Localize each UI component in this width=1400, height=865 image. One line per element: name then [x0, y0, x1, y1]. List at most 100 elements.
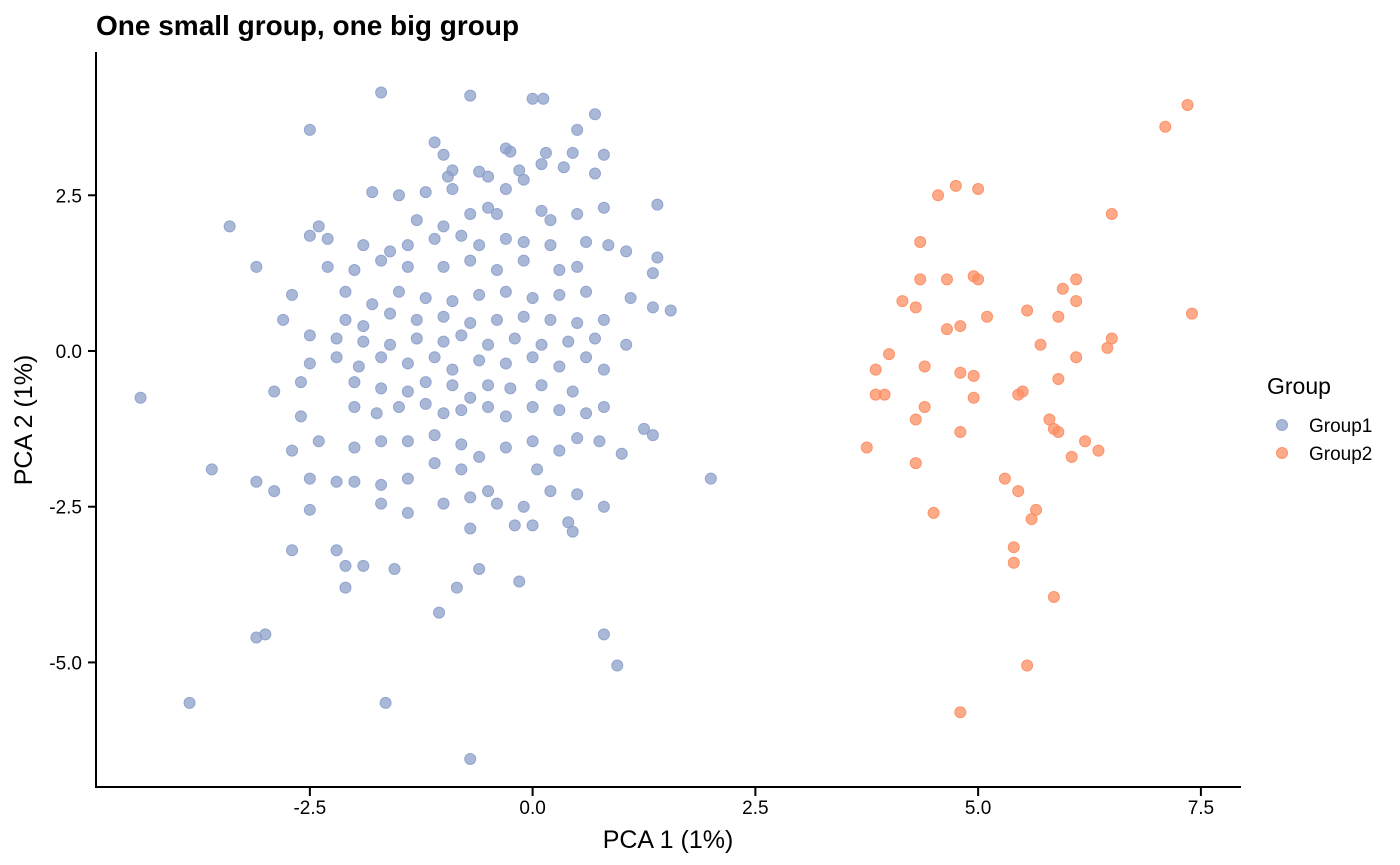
group1-point: [646, 267, 659, 280]
group2-point: [1185, 307, 1198, 320]
group1-point: [571, 432, 584, 445]
group1-point: [401, 472, 414, 485]
group1-point: [268, 385, 281, 398]
group1-point: [580, 235, 593, 248]
group1-point: [624, 292, 637, 305]
group1-point: [183, 696, 196, 709]
group1-point: [464, 522, 477, 535]
group1-point: [544, 214, 557, 227]
group1-point: [437, 407, 450, 420]
group1-point: [553, 404, 566, 417]
group1-point: [611, 659, 624, 672]
group1-point: [651, 251, 664, 264]
group1-point: [620, 245, 633, 258]
group1-point: [370, 407, 383, 420]
group1-point: [294, 410, 307, 423]
group1-point: [410, 332, 423, 345]
group1-point: [286, 288, 299, 301]
group2-point: [954, 320, 967, 333]
group1-point: [508, 519, 521, 532]
group1-point: [526, 401, 539, 414]
group1-point: [517, 500, 530, 513]
group2-point: [1052, 373, 1065, 386]
group1-point: [473, 288, 486, 301]
group1-point: [482, 379, 495, 392]
group1-point: [499, 441, 512, 454]
group1-point: [375, 254, 388, 267]
x-tick-label: 2.5: [742, 798, 768, 819]
group2-point: [972, 183, 985, 196]
group1-point: [433, 606, 446, 619]
group1-point: [473, 165, 486, 178]
group1-point: [526, 519, 539, 532]
group1-point: [464, 207, 477, 220]
group1-point: [597, 363, 610, 376]
group1-point: [513, 575, 526, 588]
group1-point: [401, 239, 414, 252]
group1-point: [375, 478, 388, 491]
group2-point: [972, 273, 985, 286]
x-tick-label: 0.0: [519, 798, 545, 819]
x-ticks: -2.5 0.0 2.5 5.0 7.5: [293, 788, 1214, 819]
group1-point: [651, 198, 664, 211]
group1-point: [384, 307, 397, 320]
group1-point: [482, 485, 495, 498]
group1-point: [375, 86, 388, 99]
group2-point: [967, 369, 980, 382]
group2-point: [1070, 295, 1083, 308]
group1-point: [597, 313, 610, 326]
group1-point: [517, 254, 530, 267]
group1-point: [303, 329, 316, 342]
group1-point: [446, 363, 459, 376]
group1-point: [379, 696, 392, 709]
group1-point: [437, 148, 450, 161]
group1-point: [446, 379, 459, 392]
group1-point: [419, 186, 432, 199]
group2-point: [878, 388, 891, 401]
group1-point: [419, 376, 432, 389]
group1-point: [464, 752, 477, 765]
group2-point: [909, 301, 922, 314]
group2-point: [1070, 351, 1083, 364]
group1-point: [566, 385, 579, 398]
group1-point: [490, 497, 503, 510]
group1-point: [321, 260, 334, 273]
group1-point: [268, 485, 281, 498]
group1-point: [473, 562, 486, 575]
group1-point: [286, 544, 299, 557]
group1-point: [419, 292, 432, 305]
group2-point: [1105, 207, 1118, 220]
group1-point: [437, 260, 450, 273]
group1-point: [294, 376, 307, 389]
group1-point: [312, 220, 325, 233]
group1-point: [455, 229, 468, 242]
group1-point: [339, 559, 352, 572]
group1-point: [446, 183, 459, 196]
group1-point: [384, 338, 397, 351]
group1-point: [428, 457, 441, 470]
group1-point: [526, 351, 539, 364]
group2-point: [1025, 513, 1038, 526]
group1-point: [531, 463, 544, 476]
group1-point: [455, 463, 468, 476]
group1-point: [597, 148, 610, 161]
group1-point: [348, 264, 361, 277]
group2-point: [1056, 282, 1069, 295]
group2-point: [896, 295, 909, 308]
group1-point: [348, 401, 361, 414]
y-tick-label: -5.0: [49, 653, 82, 674]
group1-point: [597, 201, 610, 214]
group1-point: [410, 313, 423, 326]
group2-point: [914, 273, 927, 286]
legend: Group Group1 Group2: [1267, 373, 1372, 465]
group2-point: [954, 425, 967, 438]
y-tick-label: 2.5: [56, 186, 82, 207]
group1-point: [205, 463, 218, 476]
group1-point: [392, 401, 405, 414]
legend-swatch-group1: [1276, 419, 1288, 431]
group1-point: [392, 285, 405, 298]
group1-point: [384, 245, 397, 258]
points-layer: [134, 86, 1198, 765]
group1-point: [321, 232, 334, 245]
